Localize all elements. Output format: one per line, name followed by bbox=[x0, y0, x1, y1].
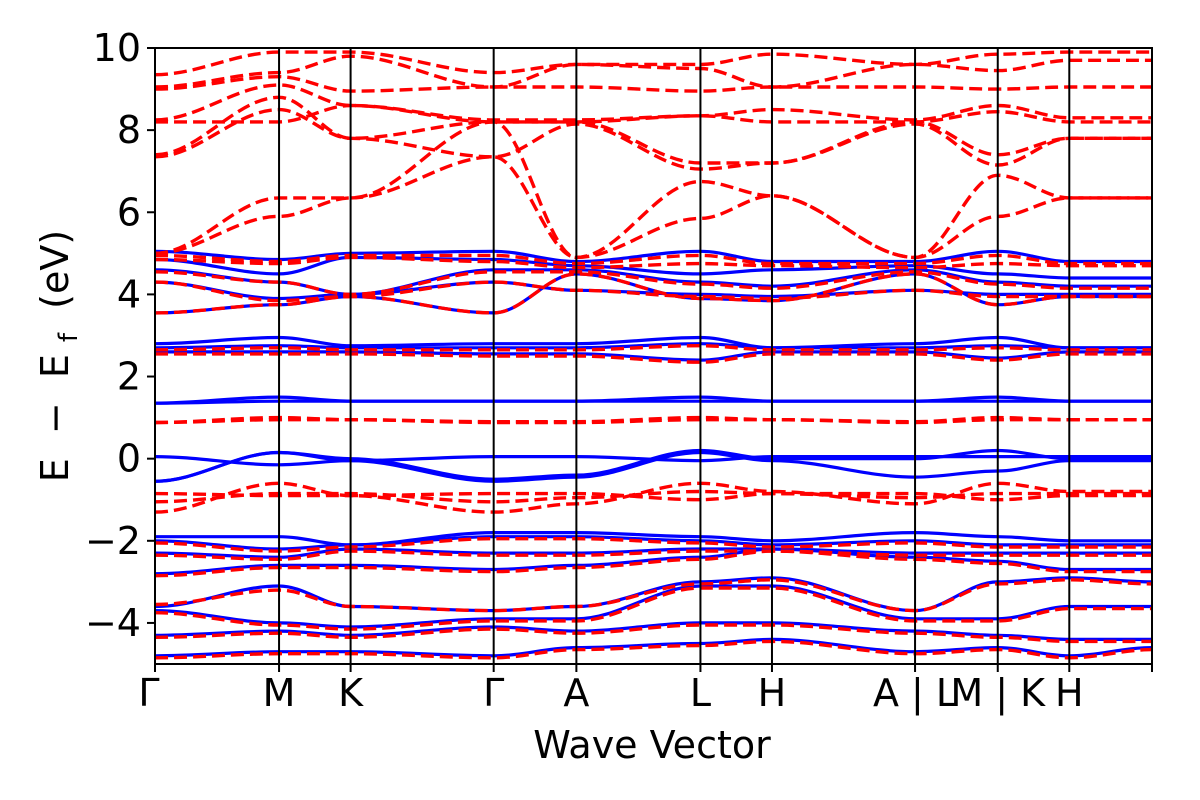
x-tick-label-6: H bbox=[758, 671, 787, 715]
y-tick-label-1: −2 bbox=[85, 519, 141, 563]
y-axis-title-ef: E bbox=[33, 354, 77, 378]
y-ticks: −4 −2 0 2 4 6 8 10 bbox=[85, 26, 155, 645]
dashed-band-19 bbox=[155, 120, 1152, 260]
y-tick-label-5: 6 bbox=[117, 190, 141, 234]
y-axis-title-minus: − bbox=[33, 402, 77, 434]
solid-band-0 bbox=[155, 637, 1152, 658]
y-tick-label-3: 2 bbox=[117, 355, 141, 399]
y-axis-title-e: E bbox=[33, 458, 77, 482]
x-tick-label-1: M bbox=[263, 671, 296, 715]
solid-band-7 bbox=[155, 530, 1152, 547]
axes bbox=[154, 47, 1153, 665]
solid-band-15 bbox=[155, 335, 1152, 350]
solid-band-10 bbox=[155, 448, 1152, 483]
x-tick-label-4: A bbox=[563, 671, 589, 715]
dashed-band-21 bbox=[155, 107, 1152, 171]
series-solid bbox=[155, 249, 1152, 658]
plot-frame bbox=[154, 47, 1153, 665]
solid-band-17 bbox=[155, 280, 1152, 301]
y-axis-title-ef-subscript: f bbox=[54, 332, 84, 342]
dashed-band-26 bbox=[155, 54, 1152, 89]
high-symmetry-lines bbox=[278, 48, 1071, 664]
solid-band-6 bbox=[155, 535, 1152, 551]
solid-band-14 bbox=[155, 342, 1152, 350]
x-tick-label-2: K bbox=[338, 671, 364, 715]
solid-band-4 bbox=[155, 547, 1152, 576]
x-tick-label-8: M | K bbox=[950, 671, 1046, 716]
dashed-band-3 bbox=[155, 578, 1152, 613]
y-axis-title-unit: (eV) bbox=[33, 230, 77, 309]
solid-band-19 bbox=[155, 255, 1152, 280]
solid-band-20 bbox=[155, 249, 1152, 264]
y-axis-title: E − E f (eV) bbox=[33, 230, 86, 482]
series-layer bbox=[155, 50, 1152, 660]
y-tick-label-0: −4 bbox=[85, 601, 141, 645]
x-tick-label-0: Γ bbox=[138, 671, 159, 715]
dashed-band-0 bbox=[155, 639, 1152, 660]
x-tick-label-5: L bbox=[690, 671, 711, 715]
x-tick-label-3: Γ bbox=[483, 671, 504, 715]
dashed-band-23 bbox=[155, 103, 1152, 124]
dashed-band-15 bbox=[155, 280, 1152, 303]
solid-band-9 bbox=[155, 454, 1152, 467]
dashed-band-27 bbox=[155, 50, 1152, 77]
solid-band-13 bbox=[155, 350, 1152, 362]
solid-band-5 bbox=[155, 547, 1152, 559]
dashed-band-24 bbox=[155, 83, 1152, 122]
dashed-band-2 bbox=[155, 586, 1152, 631]
dashed-band-11 bbox=[155, 417, 1152, 425]
dashed-band-25 bbox=[155, 75, 1152, 93]
dashed-band-22 bbox=[155, 95, 1152, 165]
solid-band-12 bbox=[155, 399, 1152, 405]
y-tick-label-6: 8 bbox=[117, 108, 141, 152]
x-tick-label-9: H bbox=[1055, 671, 1084, 715]
dashed-band-16 bbox=[155, 270, 1152, 297]
solid-band-2 bbox=[155, 584, 1152, 629]
solid-band-1 bbox=[155, 621, 1152, 642]
x-tick-label-7: A | L bbox=[873, 671, 957, 716]
dashed-band-20 bbox=[155, 155, 1152, 260]
y-tick-label-7: 10 bbox=[93, 26, 141, 70]
x-axis-title: Wave Vector bbox=[533, 723, 771, 767]
series-dashed bbox=[155, 50, 1152, 660]
y-tick-label-2: 0 bbox=[117, 437, 141, 481]
y-tick-label-4: 4 bbox=[117, 272, 141, 316]
